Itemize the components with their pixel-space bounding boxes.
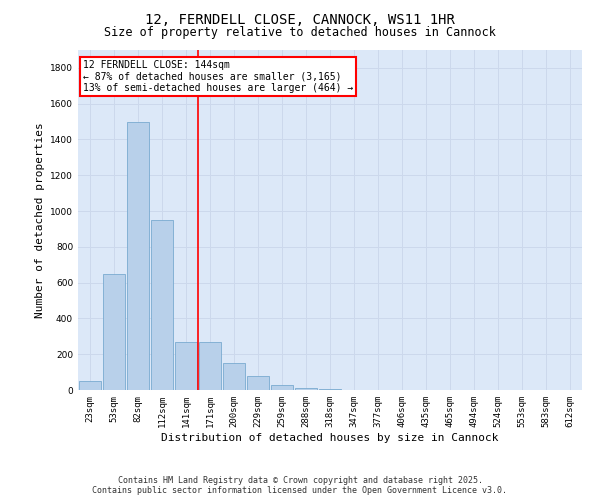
Text: 12 FERNDELL CLOSE: 144sqm
← 87% of detached houses are smaller (3,165)
13% of se: 12 FERNDELL CLOSE: 144sqm ← 87% of detac… bbox=[83, 60, 353, 94]
Text: 12, FERNDELL CLOSE, CANNOCK, WS11 1HR: 12, FERNDELL CLOSE, CANNOCK, WS11 1HR bbox=[145, 12, 455, 26]
Bar bbox=[175, 342, 197, 390]
Bar bbox=[127, 122, 149, 390]
Y-axis label: Number of detached properties: Number of detached properties bbox=[35, 122, 44, 318]
Bar bbox=[247, 376, 269, 390]
Bar bbox=[151, 220, 173, 390]
Bar bbox=[103, 274, 125, 390]
Bar bbox=[79, 381, 101, 390]
Text: Contains HM Land Registry data © Crown copyright and database right 2025.
Contai: Contains HM Land Registry data © Crown c… bbox=[92, 476, 508, 495]
X-axis label: Distribution of detached houses by size in Cannock: Distribution of detached houses by size … bbox=[161, 432, 499, 442]
Bar bbox=[319, 389, 341, 390]
Bar bbox=[223, 363, 245, 390]
Bar bbox=[271, 384, 293, 390]
Text: Size of property relative to detached houses in Cannock: Size of property relative to detached ho… bbox=[104, 26, 496, 39]
Bar bbox=[295, 388, 317, 390]
Bar bbox=[199, 342, 221, 390]
